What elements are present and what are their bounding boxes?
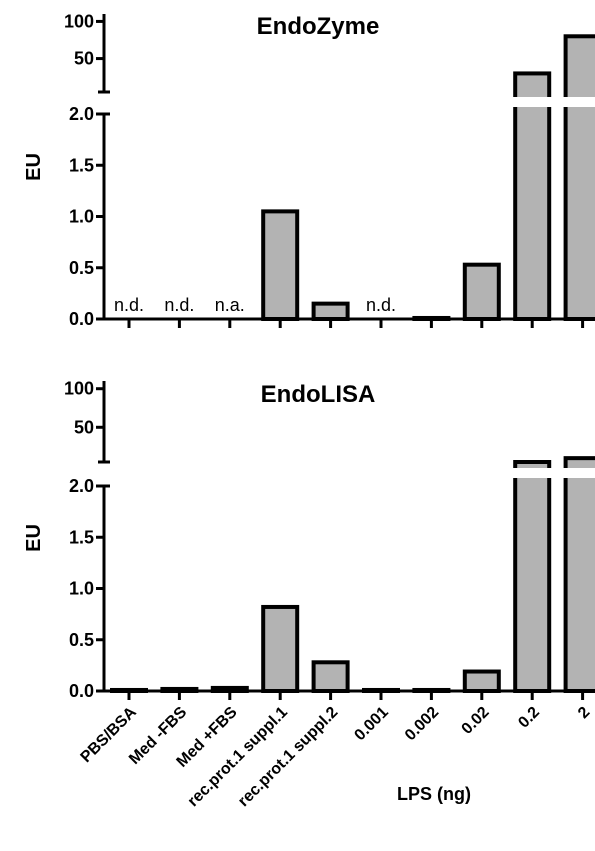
bar-annotation: n.d. — [164, 295, 194, 315]
bar-endolisa-5 — [362, 687, 400, 693]
bar-endolisa-7 — [462, 669, 501, 694]
x-axis-label: LPS (ng) — [397, 784, 471, 804]
y-tick-label: 1.5 — [69, 527, 94, 547]
x-tick-label: 0.001 — [351, 704, 391, 744]
y-tick-label: 2.0 — [69, 476, 94, 496]
y-tick-label: 50 — [74, 49, 94, 69]
bar-endolisa-0 — [110, 687, 148, 693]
y-tick-label: 2.0 — [69, 104, 94, 124]
axis-break-gap — [561, 468, 595, 478]
x-tick-label: 0.02 — [459, 704, 493, 738]
bar-endozyme-6 — [412, 315, 451, 322]
y-axis-label-top: EU — [23, 153, 45, 181]
bar-endolisa-9 — [563, 456, 595, 693]
y-tick-label: 100 — [64, 11, 94, 31]
x-tick-label: 0.2 — [515, 704, 543, 732]
bar-endozyme-4 — [311, 301, 350, 321]
panel-title-endozyme: EndoZyme — [257, 13, 380, 40]
bar-endozyme-8 — [513, 71, 552, 321]
y-tick-label: 1.0 — [69, 579, 94, 599]
bar-endolisa-1 — [160, 686, 199, 694]
x-tick-label: 2 — [575, 704, 593, 722]
bar-annotation: n.a. — [215, 295, 245, 315]
axis-break-gap — [511, 468, 554, 478]
y-tick-label: 0.5 — [69, 258, 94, 278]
bar-endozyme-9 — [563, 34, 595, 322]
bar-endolisa-3 — [261, 604, 300, 694]
x-tick-label: rec.prot.1 suppl.2 — [235, 704, 341, 810]
y-tick-label: 1.0 — [69, 207, 94, 227]
bar-endolisa-6 — [412, 687, 451, 693]
bar-annotation: n.d. — [366, 295, 396, 315]
bar-endozyme-7 — [462, 262, 501, 321]
axis-break-gap — [561, 97, 595, 107]
bar-endozyme-3 — [261, 209, 300, 321]
y-tick-label: 0.5 — [69, 630, 94, 650]
y-tick-label: 100 — [64, 379, 94, 399]
bar-endolisa-2 — [210, 685, 249, 693]
bar-endolisa-8 — [513, 460, 552, 693]
axis-break-gap — [511, 97, 554, 107]
y-tick-label: 0.0 — [69, 309, 94, 329]
y-tick-label: 1.5 — [69, 155, 94, 175]
y-tick-label: 50 — [74, 417, 94, 437]
x-tick-label: 0.002 — [402, 704, 442, 744]
bar-endolisa-4 — [311, 660, 350, 693]
y-axis-label-bottom: EU — [23, 524, 45, 552]
y-tick-label: 0.0 — [69, 681, 94, 701]
bar-annotation: n.d. — [114, 295, 144, 315]
panel-title-endolisa: EndoLISA — [261, 381, 376, 408]
